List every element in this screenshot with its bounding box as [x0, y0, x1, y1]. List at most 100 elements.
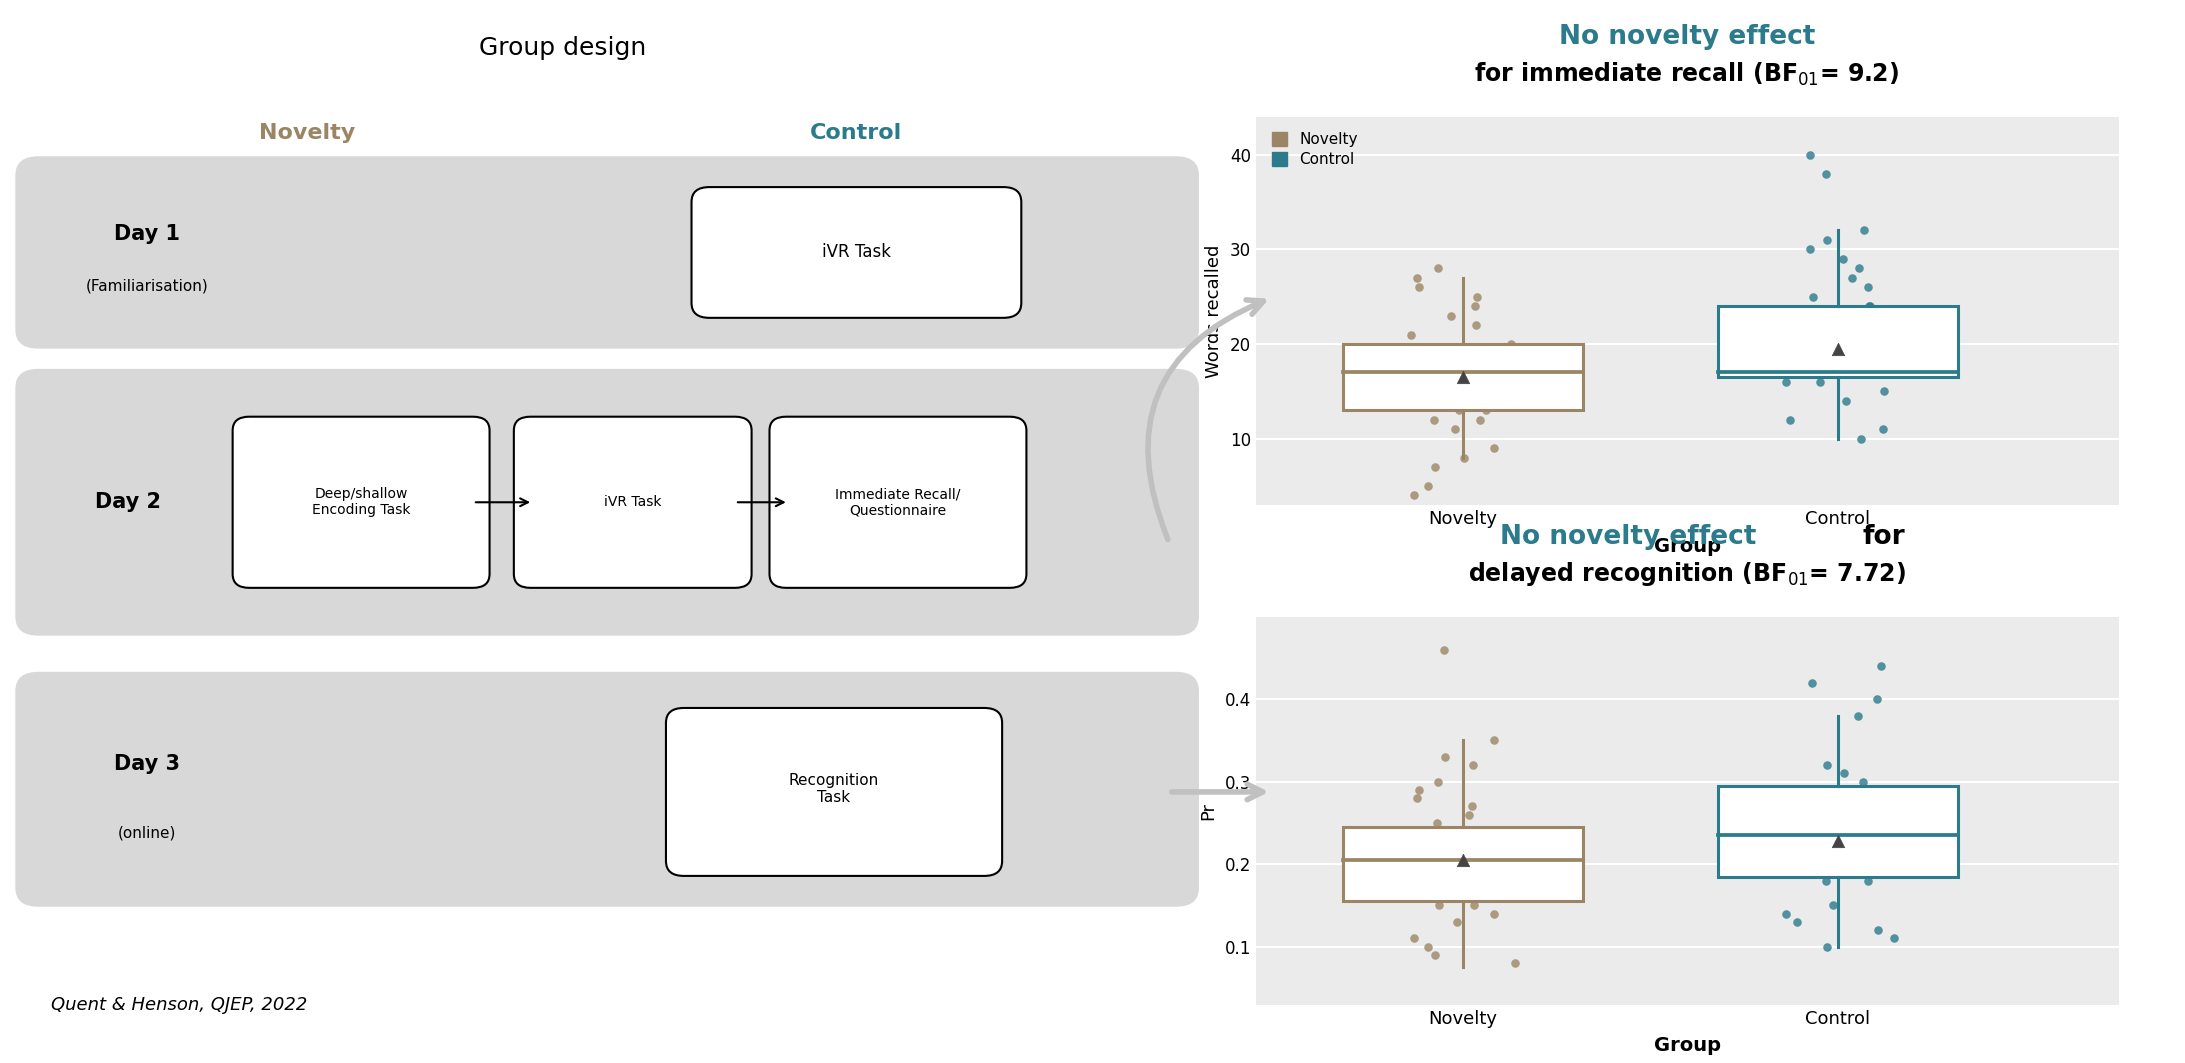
Point — [1453, 345, 1488, 362]
Point — [1768, 906, 1803, 923]
Point — [1457, 317, 1492, 334]
Point — [1873, 345, 1908, 362]
Point — [1438, 421, 1473, 438]
Point — [1807, 839, 1842, 856]
Point — [1781, 823, 1816, 840]
Point — [1842, 259, 1877, 276]
Point — [1425, 364, 1460, 381]
Point — [1829, 790, 1864, 807]
Point — [1420, 897, 1455, 914]
Text: Quent & Henson, QJEP, 2022: Quent & Henson, QJEP, 2022 — [50, 996, 308, 1013]
X-axis label: Group: Group — [1654, 1036, 1722, 1056]
Point — [1416, 864, 1451, 881]
Point — [1446, 873, 1481, 890]
Point — [1425, 847, 1460, 864]
Point — [1833, 354, 1868, 371]
FancyBboxPatch shape — [690, 187, 1020, 318]
Point — [1851, 279, 1886, 296]
Bar — [1342, 827, 1582, 901]
Point — [1401, 790, 1436, 807]
Point — [1792, 364, 1827, 381]
Point — [1455, 392, 1490, 409]
Text: iVR Task: iVR Task — [822, 243, 891, 261]
Legend: Novelty, Control: Novelty, Control — [1263, 124, 1366, 174]
Point — [1853, 864, 1888, 881]
Text: Immediate Recall/
Questionnaire: Immediate Recall/ Questionnaire — [835, 487, 961, 518]
Point — [1438, 856, 1473, 873]
Text: Recognition
Task: Recognition Task — [789, 773, 878, 806]
Point — [1457, 897, 1492, 914]
Point — [1440, 345, 1475, 362]
Point — [1811, 831, 1846, 848]
Point — [1844, 431, 1879, 448]
Point — [1831, 336, 1866, 353]
Point — [1495, 831, 1530, 848]
Point — [1403, 279, 1438, 296]
Point — [1866, 864, 1901, 881]
Text: Day 1: Day 1 — [114, 224, 179, 244]
Text: Day 2: Day 2 — [94, 492, 162, 512]
Point — [1420, 373, 1455, 390]
Text: Novelty: Novelty — [258, 123, 354, 142]
Point — [1811, 317, 1846, 334]
Point — [1833, 814, 1868, 831]
FancyBboxPatch shape — [15, 369, 1200, 636]
Point — [1490, 823, 1525, 840]
Point — [1455, 798, 1490, 815]
Point — [1429, 873, 1464, 890]
Point — [1442, 402, 1477, 419]
Point — [1853, 298, 1888, 315]
Point — [1455, 757, 1490, 774]
Point — [1457, 373, 1492, 390]
FancyBboxPatch shape — [666, 708, 1003, 876]
Point — [1829, 326, 1864, 343]
Point — [1433, 889, 1468, 906]
Point — [1840, 364, 1875, 381]
Text: Deep/shallow
Encoding Task: Deep/shallow Encoding Task — [312, 487, 411, 518]
Text: (online): (online) — [118, 825, 177, 840]
Point — [1829, 392, 1864, 409]
Point — [1792, 823, 1827, 840]
Point — [1403, 781, 1438, 798]
Point — [1446, 873, 1481, 890]
Point — [1495, 354, 1530, 371]
Point — [1838, 806, 1873, 823]
Bar — [1717, 786, 1958, 877]
Point — [1420, 814, 1455, 831]
Point — [1468, 847, 1503, 864]
Point — [1851, 307, 1886, 324]
Point — [1827, 765, 1862, 782]
FancyBboxPatch shape — [15, 156, 1200, 349]
Text: for immediate recall (BF$_{01}$= 9.2): for immediate recall (BF$_{01}$= 9.2) — [1475, 61, 1899, 88]
Point — [1772, 411, 1807, 428]
Point — [1877, 930, 1912, 947]
Point — [1451, 383, 1486, 400]
Point — [1807, 354, 1842, 371]
Point — [1429, 392, 1464, 409]
Point — [1460, 288, 1495, 305]
Point — [1394, 326, 1429, 343]
Point — [1794, 856, 1829, 873]
Point — [1820, 832, 1855, 849]
Text: delayed recognition (BF$_{01}$= 7.72): delayed recognition (BF$_{01}$= 7.72) — [1468, 560, 1905, 588]
Point — [1422, 880, 1457, 897]
Point — [1431, 839, 1466, 856]
Point — [1446, 449, 1481, 466]
Point — [1497, 955, 1532, 972]
Point — [1418, 458, 1453, 475]
Text: No novelty effect: No novelty effect — [1499, 524, 1757, 550]
Point — [1499, 823, 1534, 840]
Point — [1412, 939, 1446, 956]
Point — [1462, 411, 1497, 428]
Point — [1842, 839, 1877, 856]
Point — [1427, 641, 1462, 658]
Point — [1849, 336, 1883, 353]
Point — [1396, 487, 1431, 504]
Point — [1781, 326, 1816, 343]
Point — [1809, 939, 1844, 956]
Point — [1866, 839, 1901, 856]
Point — [1849, 798, 1883, 815]
Point — [1446, 354, 1481, 371]
Point — [1816, 897, 1851, 914]
Point — [1412, 477, 1446, 494]
